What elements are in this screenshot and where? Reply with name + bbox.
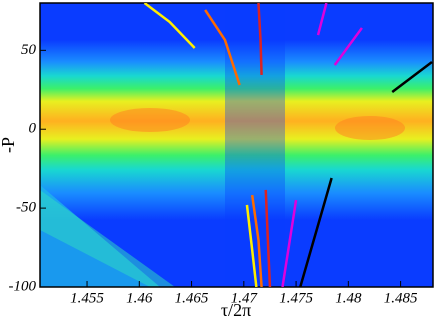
curve xyxy=(204,9,263,287)
curve xyxy=(281,3,363,287)
x-tick-label: 1.475 xyxy=(279,290,313,306)
x-tick-label: 1.455 xyxy=(70,290,104,306)
x-tick-label: 1.46 xyxy=(126,290,153,306)
y-tick-label: -50 xyxy=(16,200,36,216)
y-tick-label: 0 xyxy=(29,121,37,137)
curve xyxy=(299,61,433,287)
curve xyxy=(143,3,258,287)
y-axis-label: -P xyxy=(0,137,18,153)
plot-frame xyxy=(39,2,434,288)
x-tick-label: 1.47 xyxy=(231,290,259,306)
x-tick-label: 1.48 xyxy=(335,290,362,306)
y-tick-label: 50 xyxy=(21,42,37,58)
curve xyxy=(257,3,272,287)
x-axis-label: τ/2π xyxy=(221,300,251,320)
heatmap xyxy=(40,3,433,287)
x-tick-label: 1.485 xyxy=(384,290,418,306)
x-tick-label: 1.465 xyxy=(175,290,209,306)
y-tick-label: -100 xyxy=(9,278,37,294)
